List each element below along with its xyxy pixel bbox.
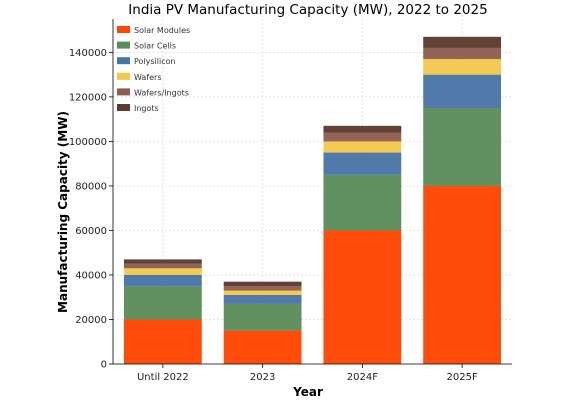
bar-segment — [423, 185, 502, 364]
bar-segment — [423, 36, 502, 48]
bars-layer — [123, 36, 502, 364]
bar-segment — [423, 108, 502, 186]
x-tick-label: 2025F — [447, 372, 478, 383]
legend-swatch — [117, 72, 130, 80]
x-tick-label: 2023 — [250, 372, 275, 383]
bar-segment — [223, 281, 302, 287]
legend-label: Wafers — [134, 73, 162, 82]
legend-label: Ingots — [134, 104, 159, 113]
legend-label: Solar Cells — [134, 42, 176, 51]
bar-segment — [123, 259, 202, 264]
bar-segment — [323, 125, 402, 133]
legend: Solar Modules Solar Cells Polysilicon Wafer… — [117, 26, 190, 113]
bar-segment — [323, 174, 402, 231]
bar-segment — [123, 319, 202, 364]
bar-segment — [123, 286, 202, 320]
x-tick-label: Until 2022 — [137, 372, 189, 383]
legend-label: Solar Modules — [134, 26, 190, 35]
y-axis-label: Manufacturing Capacity (MW) — [56, 111, 70, 313]
legend-swatch — [117, 57, 130, 65]
bar-segment — [323, 132, 402, 142]
y-tick-label: 0 — [101, 360, 107, 371]
legend-label: Wafers/Ingots — [134, 88, 189, 97]
legend-swatch — [117, 104, 130, 111]
bar-segment — [123, 274, 202, 287]
bar-segment — [223, 290, 302, 295]
bar-segment — [223, 286, 302, 291]
bar-segment — [323, 230, 402, 364]
bar-segment — [323, 152, 402, 175]
bar-segment — [223, 330, 302, 364]
y-tick-label: 120000 — [69, 92, 107, 103]
y-tick-label: 100000 — [69, 137, 107, 148]
bar-segment — [223, 295, 302, 304]
axes-layer: 0 20000 40000 60000 80000 100000 120000 140000 U… — [69, 19, 512, 383]
y-tick-label: 140000 — [69, 48, 107, 59]
x-axis-label: Year — [292, 385, 323, 399]
bar-segment — [423, 59, 502, 75]
legend-swatch — [117, 41, 130, 49]
bar-segment — [423, 74, 502, 109]
y-tick-label: 80000 — [75, 181, 107, 192]
bar-segment — [223, 303, 302, 331]
chart-title: India PV Manufacturing Capacity (MW), 20… — [128, 2, 487, 18]
bar-segment — [323, 141, 402, 153]
legend-swatch — [117, 26, 130, 33]
bar-segment — [423, 47, 502, 60]
y-tick-label: 40000 — [75, 270, 107, 281]
x-tick-label: 2024F — [347, 372, 378, 383]
bar-segment — [123, 263, 202, 269]
legend-swatch — [117, 88, 130, 96]
y-tick-label: 60000 — [75, 226, 107, 237]
bar-segment — [123, 268, 202, 275]
legend-label: Polysilicon — [134, 57, 176, 66]
y-tick-label: 20000 — [75, 315, 107, 326]
